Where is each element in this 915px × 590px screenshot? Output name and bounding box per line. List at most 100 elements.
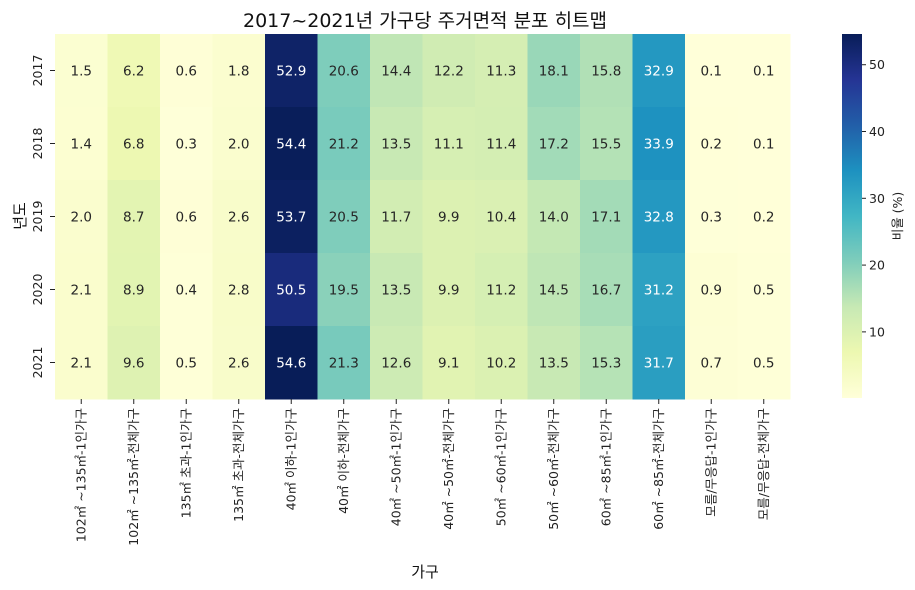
cell-value-label: 13.5 [381,283,411,299]
heatmap-cell [685,34,738,108]
heatmap-cell [527,326,581,400]
cell-value-label: 8.9 [123,283,144,299]
colorbar-tick-label: 20 [869,258,885,273]
y-tick-label: 2017 [30,55,45,87]
cell-value-label: 11.4 [486,137,516,153]
cell-value-label: 0.7 [701,356,722,372]
heatmap-cell [737,34,791,108]
cell-value-label: 21.2 [329,137,359,153]
heatmap-cell [422,326,476,400]
cell-value-label: 20.6 [329,64,359,80]
cell-value-label: 16.7 [591,283,621,299]
heatmap-cell [475,180,528,254]
heatmap-cell [212,34,266,108]
x-tick-label: 50㎡ ~60㎡-전체가구 [546,408,561,530]
heatmap-cell [55,107,108,181]
cell-value-label: 10.4 [486,210,516,226]
heatmap-cell [527,34,581,108]
cell-value-label: 0.2 [753,210,774,226]
cell-value-label: 15.5 [591,137,621,153]
cell-value-label: 15.8 [591,64,621,80]
x-tick-label: 40㎡ 이하-1인가구 [283,408,298,510]
cell-value-label: 14.4 [381,64,411,80]
cell-value-label: 2.1 [71,356,92,372]
y-tick-label: 2018 [30,128,45,160]
heatmap-cell [580,107,633,181]
cell-value-label: 11.7 [381,210,411,226]
heatmap-cell [212,107,266,181]
cell-value-label: 54.6 [276,356,306,372]
cell-value-label: 32.9 [644,64,674,80]
heatmap-cell [160,253,213,327]
cell-value-label: 13.5 [539,356,569,372]
heatmap-cell [317,107,371,181]
heatmap-cell [107,34,161,108]
heatmap-cell [370,180,423,254]
y-tick-label: 2020 [30,274,45,306]
cell-value-label: 8.7 [123,210,144,226]
heatmap-cell [685,107,738,181]
y-axis-label: 년도 [11,202,29,230]
heatmap-cell [580,34,633,108]
cell-value-label: 2.6 [228,356,249,372]
x-tick-labels: 102㎡ ~135㎡-1인가구 102㎡ ~135㎡-전체가구 135㎡ 초과-1인… [73,399,771,546]
cell-value-label: 52.9 [276,64,306,80]
cell-value-label: 9.9 [438,283,459,299]
colorbar-tick-label: 50 [869,57,885,72]
heatmap-cell [265,34,318,108]
chart-title: 2017~2021년 가구당 주거면적 분포 히트맵 [243,10,607,32]
heatmap-cell [107,326,161,400]
x-tick-label: 모름/무응답-전체가구 [756,408,771,520]
heatmap-cell [422,34,476,108]
x-tick-label: 40㎡ ~50㎡-1인가구 [388,408,403,526]
heatmap-cell [737,180,791,254]
cell-value-label: 12.6 [381,356,411,372]
heatmap-cell [632,34,686,108]
cell-value-label: 1.8 [228,64,249,80]
colorbar [842,34,862,398]
heatmap-cell [107,180,161,254]
cell-value-label: 0.5 [753,283,774,299]
heatmap-cell [685,253,738,327]
cell-value-label: 17.2 [539,137,569,153]
cell-value-label: 19.5 [329,283,359,299]
heatmap-cell [685,180,738,254]
cell-value-label: 0.6 [176,210,197,226]
heatmap-cell [737,107,791,181]
cell-value-label: 9.1 [438,356,459,372]
x-tick-label: 102㎡ ~135㎡-1인가구 [73,408,88,542]
cell-value-label: 2.0 [228,137,249,153]
heatmap-cell [370,34,423,108]
cell-value-label: 20.5 [329,210,359,226]
heatmap-cell [475,34,528,108]
cell-value-label: 0.6 [176,64,197,80]
cell-value-label: 11.1 [434,137,464,153]
heatmap-cell [632,253,686,327]
y-tick-label: 2021 [30,347,45,379]
cell-value-label: 15.3 [591,356,621,372]
heatmap-cell [265,253,318,327]
heatmap-cell [55,180,108,254]
cell-value-label: 9.6 [123,356,144,372]
heatmap-cell [422,253,476,327]
heatmap-cell [580,180,633,254]
heatmap-cell [265,107,318,181]
heatmap-cell [55,326,108,400]
cell-value-label: 0.9 [701,283,722,299]
cell-value-label: 0.3 [176,137,197,153]
cell-value-label: 1.4 [71,137,92,153]
heatmap-cell [580,253,633,327]
heatmap-cells: 1.5 6.2 0.6 1.8 52.9 20.6 14.4 12.2 11.3 18.1 15.8… [55,34,791,400]
cell-value-label: 2.8 [228,283,249,299]
heatmap-cell [580,326,633,400]
heatmap-cell [212,326,266,400]
cell-value-label: 1.5 [71,64,92,80]
heatmap-cell [160,34,213,108]
cell-value-label: 13.5 [381,137,411,153]
cell-value-label: 0.1 [753,64,774,80]
cell-value-label: 32.8 [644,210,674,226]
heatmap-cell [370,253,423,327]
heatmap-cell [370,326,423,400]
y-tick-labels: 2017 2018 2019 2020 2021 [30,55,55,379]
